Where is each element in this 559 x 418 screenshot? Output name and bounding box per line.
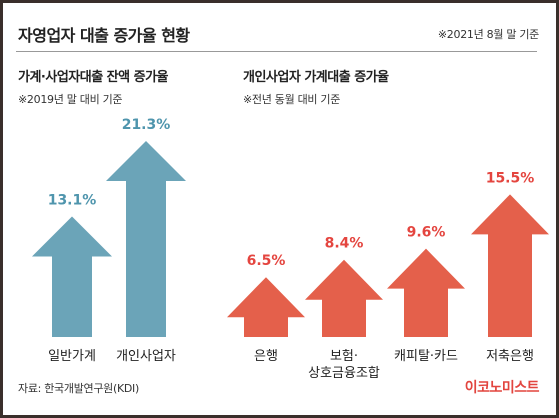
left-arrow-bar-0 — [32, 216, 112, 337]
right-category-label-0: 은행 — [254, 348, 278, 364]
left-chart-subtitle: ※2019년 말 대비 기준 — [18, 93, 123, 106]
basis-date-note: ※2021년 8월 말 기준 — [437, 28, 539, 41]
left-category-label-0: 일반가계 — [48, 349, 96, 364]
title-divider — [16, 51, 537, 52]
brand-logo: 이코노미스트 — [464, 380, 540, 396]
left-category-label-1: 개인사업자 — [116, 349, 176, 364]
right-value-label-0: 6.5% — [247, 253, 286, 269]
right-arrow-bar-3 — [471, 194, 549, 337]
right-chart-title: 개인사업자 가계대출 증가율 — [243, 70, 389, 85]
right-category-label-3: 저축은행 — [486, 348, 534, 364]
left-value-label-0: 13.1% — [48, 192, 97, 208]
right-category-label-1: 보험· 상호금융조합 — [308, 349, 380, 381]
right-value-label-2: 9.6% — [407, 225, 446, 241]
right-chart-subtitle: ※전년 동월 대비 기준 — [243, 93, 341, 106]
source-note: 자료: 한국개발연구원(KDI) — [18, 382, 139, 395]
right-value-label-3: 15.5% — [486, 170, 535, 186]
right-value-label-1: 8.4% — [325, 236, 364, 252]
main-title: 자영업자 대출 증가율 현황 — [18, 26, 190, 45]
right-category-label-2: 캐피탈·카드 — [394, 349, 458, 364]
left-arrow-bar-1 — [106, 141, 186, 337]
right-arrow-bar-2 — [387, 248, 465, 337]
right-arrow-bar-1 — [305, 259, 383, 337]
right-arrow-bar-0 — [227, 277, 305, 337]
left-chart-title: 가계·사업자대출 잔액 증가율 — [18, 70, 169, 85]
infographic-card — [3, 3, 556, 415]
left-value-label-1: 21.3% — [122, 117, 171, 133]
